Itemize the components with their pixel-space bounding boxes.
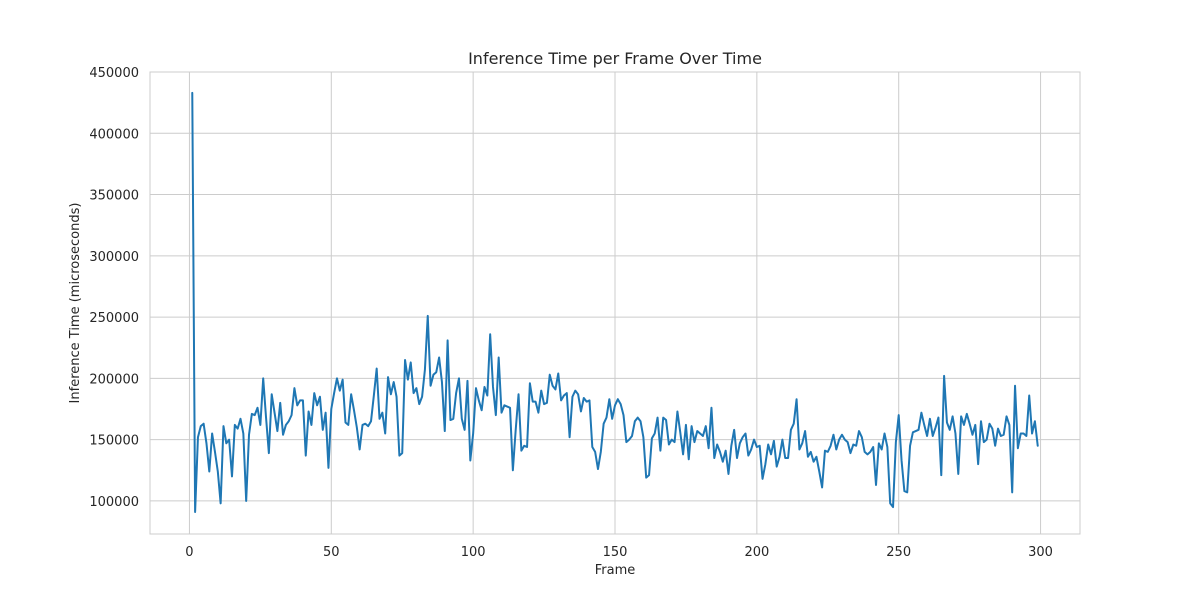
x-tick-label: 50	[323, 545, 340, 560]
series-layer	[191, 91, 1039, 513]
y-tick-label: 100000	[89, 495, 139, 510]
series-line	[191, 91, 1039, 513]
plot-frame	[149, 71, 1081, 535]
x-axis-label: Frame	[595, 563, 636, 578]
y-tick-label: 250000	[89, 311, 139, 326]
y-axis-label: Inference Time (microseconds)	[68, 203, 83, 404]
x-tick-label: 300	[1028, 545, 1053, 560]
x-tick-label: 150	[603, 545, 628, 560]
x-tick-labels: 0 50 100 150 200 250 300	[185, 545, 1053, 560]
x-tick-label: 100	[461, 545, 486, 560]
x-tick-label: 200	[744, 545, 769, 560]
y-tick-label: 200000	[89, 372, 139, 387]
grid-lines	[150, 71, 1080, 534]
y-tick-label: 300000	[89, 250, 139, 265]
x-tick-label: 0	[185, 545, 193, 560]
chart-title: Inference Time per Frame Over Time	[468, 49, 762, 68]
y-tick-label: 400000	[89, 127, 139, 142]
y-tick-label: 150000	[89, 434, 139, 449]
y-tick-labels: 100000 150000 200000 250000 300000 350000 4000…	[89, 66, 139, 510]
y-tick-label: 450000	[89, 66, 139, 81]
x-tick-label: 250	[886, 545, 911, 560]
y-tick-label: 350000	[89, 189, 139, 204]
